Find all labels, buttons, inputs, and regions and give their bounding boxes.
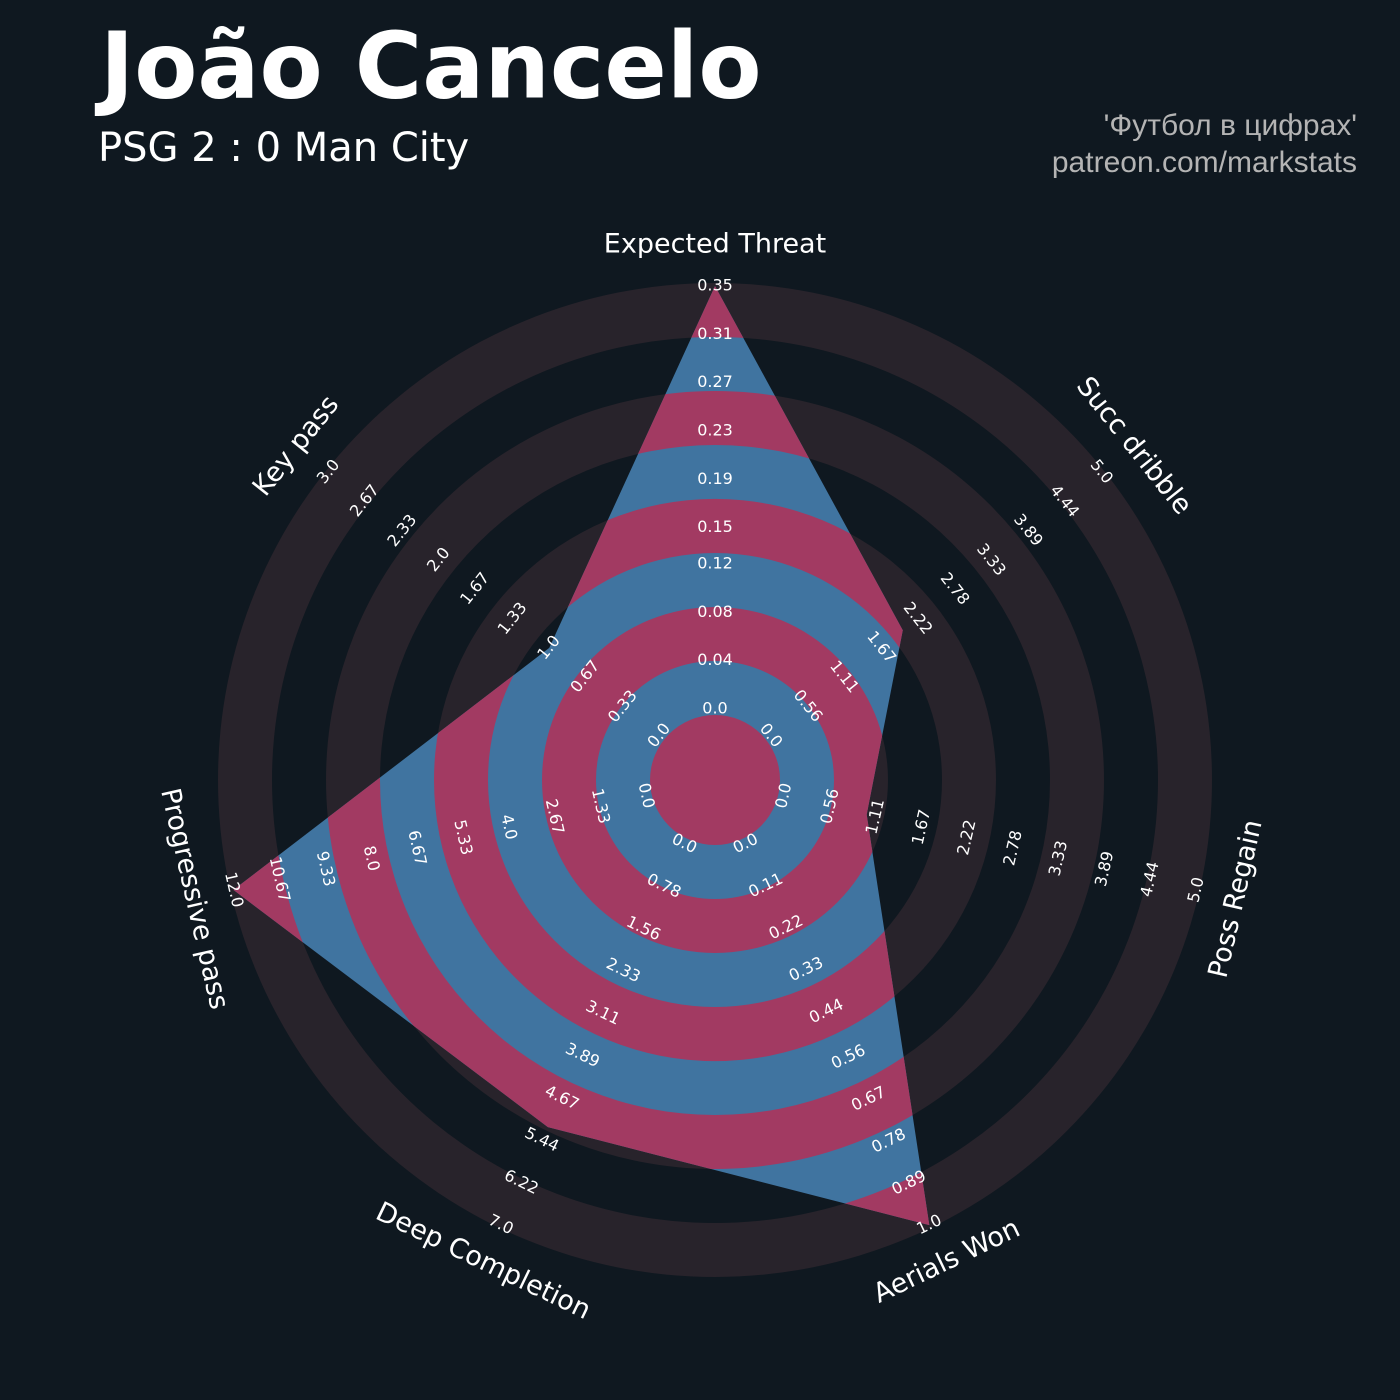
tick-label: 0.27 (697, 372, 733, 391)
tick-label: 1.67 (456, 568, 493, 608)
tick-label: 2.78 (937, 569, 974, 609)
credit: 'Футбол в цифрах' (1104, 109, 1357, 142)
ring-band (650, 715, 780, 845)
chart-title: João Cancelo (94, 12, 762, 119)
credit: patreon.com/markstats (1052, 146, 1357, 179)
chart-subtitle: PSG 2 : 0 Man City (98, 125, 469, 171)
ring-band (542, 607, 888, 953)
tick-label: 2.78 (999, 828, 1025, 867)
tick-label: 0.08 (697, 602, 733, 621)
tick-label: 0.23 (697, 421, 733, 440)
tick-label: 0.31 (697, 324, 733, 343)
polygon-rings (233, 286, 930, 1226)
tick-label: 0.15 (697, 517, 733, 536)
tick-label: 0.04 (697, 650, 733, 669)
tick-label: 1.67 (908, 808, 934, 847)
param-label: Poss Regain (1203, 817, 1269, 981)
tick-label: 0.19 (697, 469, 733, 488)
tick-label: 0.35 (697, 276, 733, 295)
param-label: Expected Threat (604, 229, 826, 260)
tick-label: 0.12 (697, 553, 733, 572)
tick-label: 0.0 (702, 699, 727, 718)
